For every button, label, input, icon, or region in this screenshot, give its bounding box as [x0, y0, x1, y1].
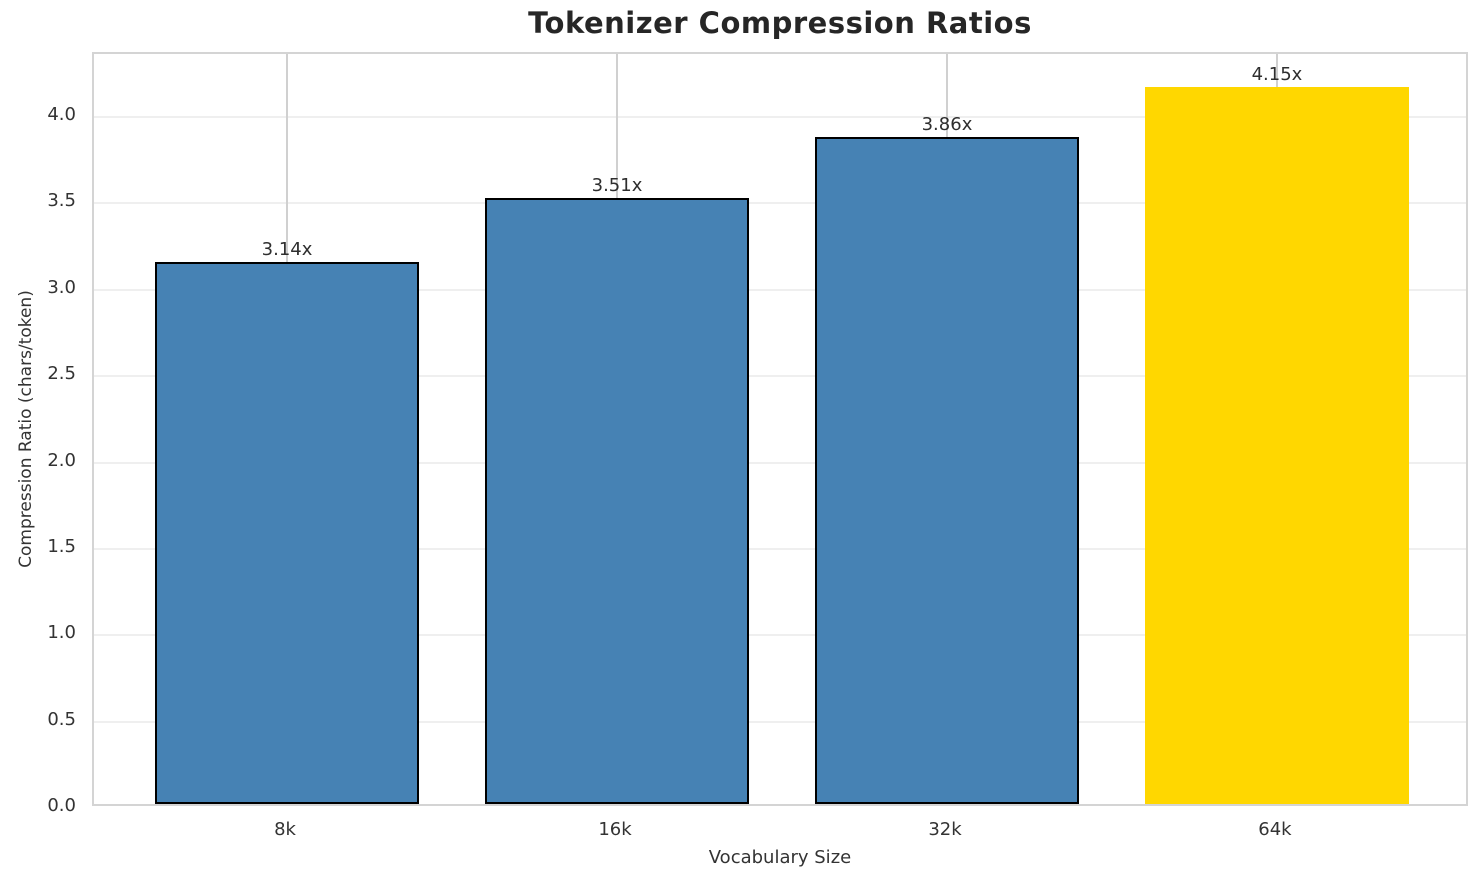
x-tick-label-64k: 64k	[1258, 819, 1292, 840]
x-tick-label-32k: 32k	[928, 819, 962, 840]
bar-value-label: 3.86x	[921, 114, 973, 136]
bar-32k	[814, 137, 1079, 804]
bar-16k	[485, 197, 749, 804]
y-tick-label: 3.0	[47, 276, 76, 298]
y-gridline	[94, 461, 1466, 464]
plot-area: 3.14x 3.51x 3.86x 4.15x	[92, 52, 1468, 806]
y-gridline	[94, 634, 1466, 637]
y-tick-label: 2.0	[47, 449, 76, 471]
y-gridline	[94, 202, 1466, 205]
y-gridline	[94, 547, 1466, 550]
y-tick-label: 0.0	[47, 795, 76, 816]
y-gridline	[94, 375, 1466, 378]
y-gridline	[94, 288, 1466, 291]
y-gridline	[94, 116, 1466, 119]
bar-value-label: 3.51x	[591, 174, 643, 196]
x-axis-label: Vocabulary Size	[708, 847, 852, 868]
y-gridline	[94, 720, 1466, 723]
y-tick-label: 0.5	[47, 708, 76, 730]
y-tick-label: 2.5	[47, 363, 76, 385]
y-tick-label: 1.5	[47, 535, 76, 557]
bar-64k	[1144, 87, 1409, 804]
y-tick-label: 1.0	[47, 622, 76, 644]
bar-value-label: 4.15x	[1251, 64, 1303, 86]
x-tick-label-16k: 16k	[598, 819, 632, 840]
bar-8k	[155, 261, 419, 804]
y-tick-label: 4.0	[47, 104, 76, 126]
bar-value-label: 3.14x	[261, 238, 313, 260]
x-tick-label-8k: 8k	[274, 819, 296, 840]
y-tick-label: 3.5	[47, 190, 76, 212]
chart-title: Tokenizer Compression Ratios	[528, 6, 1032, 40]
